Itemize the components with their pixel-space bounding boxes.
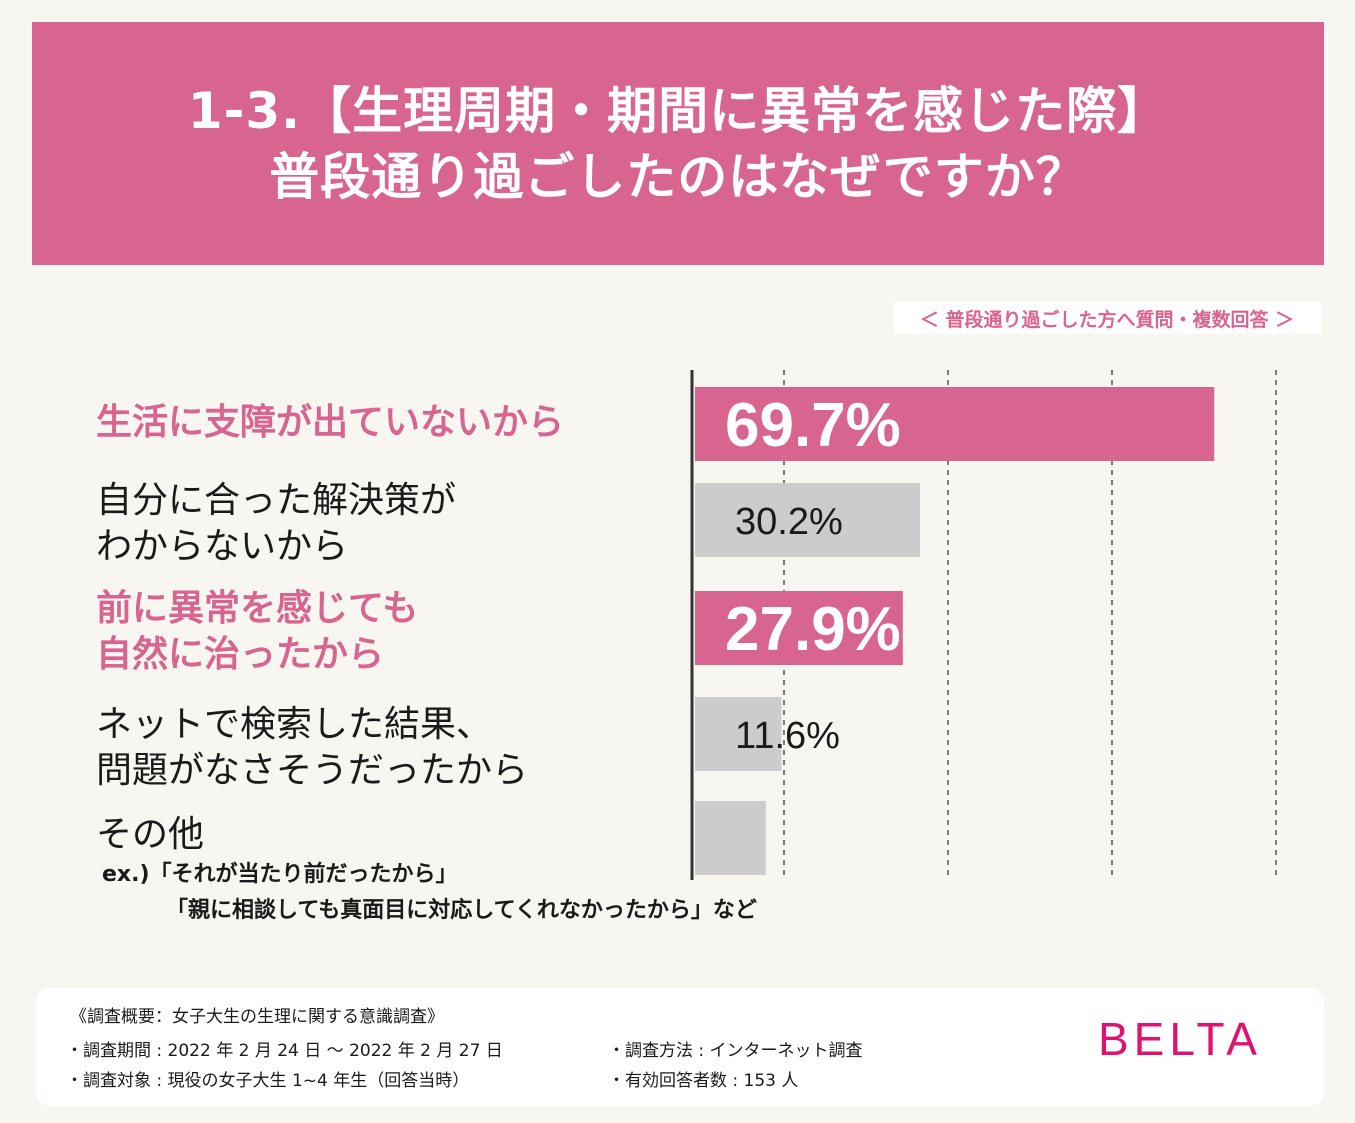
bar-5 [695, 801, 766, 875]
category-label-2: 自分に合った解決策が わからないから [96, 478, 456, 570]
value-label-1: 69.7% [725, 391, 901, 460]
category-label-1: 生活に支障が出ていないから [96, 400, 564, 446]
value-label-3: 27.9% [725, 595, 901, 664]
category-label-5: その他 [96, 812, 204, 858]
category-label-2-line-1: 自分に合った解決策が [96, 480, 457, 521]
category-label-4: ネットで検索した結果、 問題がなさそうだったから [96, 702, 528, 794]
survey-respondents: ・有効回答者数 : 153 人 [608, 1071, 799, 1091]
category-label-3: 前に異常を感じても 自然に治ったから [96, 586, 418, 678]
category-label-2-line-2: わからないから [96, 526, 349, 567]
other-example-2: 「親に相談しても真面目に対応してくれなかったから」など [166, 898, 757, 923]
category-label-4-line-2: 問題がなさそうだったから [96, 750, 529, 791]
survey-method: ・調査方法 : インターネット調査 [608, 1041, 863, 1061]
survey-period: ・調査期間 : 2022 年 2 月 24 日 〜 2022 年 2 月 27 … [66, 1041, 503, 1061]
category-label-5-line-1: その他 [96, 814, 205, 855]
other-example-1: ex.)「それが当たり前だったから」 [102, 862, 458, 887]
bar-2 [695, 483, 920, 557]
survey-target: ・調査対象 : 現役の女子大生 1~4 年生（回答当時） [66, 1071, 470, 1091]
title-line-2: 普段通り過ごしたのはなぜですか？ [269, 147, 1087, 206]
title-line-1: 1-3.【生理周期・期間に異常を感じた際】 [187, 81, 1169, 140]
category-label-4-line-1: ネットで検索した結果、 [96, 704, 493, 745]
category-label-1-line-1: 生活に支障が出ていないから [96, 402, 565, 443]
category-label-3-line-2: 自然に治ったから [96, 634, 385, 675]
title-banner: 1-3.【生理周期・期間に異常を感じた際】 普段通り過ごしたのはなぜですか？ [32, 22, 1324, 265]
bar-4 [695, 697, 782, 771]
value-label-4: 11.6% [735, 715, 840, 757]
survey-summary-title: 《調査概要：女子大生の生理に関する意識調査》 [70, 1007, 444, 1027]
question-note: ＜ 普段通り過ごした方へ質問・複数回答 ＞ [893, 302, 1321, 334]
category-label-3-line-1: 前に異常を感じても [96, 588, 419, 629]
value-label-2: 30.2% [735, 501, 843, 543]
bar-3 [695, 591, 903, 665]
survey-summary-panel: 《調査概要：女子大生の生理に関する意識調査》 ・調査期間 : 2022 年 2 … [36, 988, 1324, 1106]
belta-logo: BELTA [1098, 1013, 1262, 1065]
bar-1 [695, 387, 1215, 461]
